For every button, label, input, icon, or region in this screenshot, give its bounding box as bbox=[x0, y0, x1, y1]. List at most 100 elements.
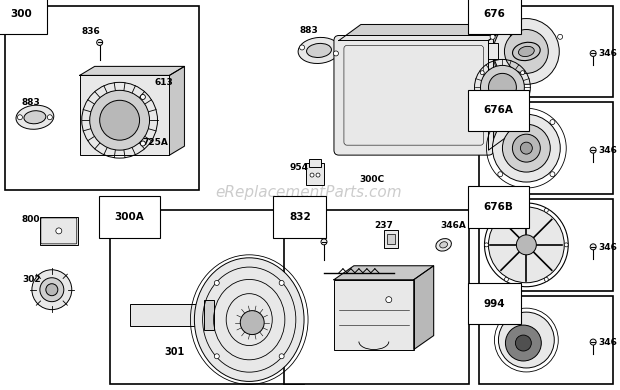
Circle shape bbox=[100, 100, 140, 140]
Bar bbox=[479, 5, 613, 97]
Circle shape bbox=[494, 19, 559, 84]
Circle shape bbox=[590, 50, 596, 57]
Text: 883: 883 bbox=[299, 25, 318, 34]
Circle shape bbox=[557, 34, 562, 39]
Circle shape bbox=[512, 134, 540, 162]
Circle shape bbox=[310, 173, 314, 177]
Bar bbox=[387, 234, 395, 244]
Text: 302: 302 bbox=[22, 275, 40, 284]
Text: 300A: 300A bbox=[115, 212, 144, 222]
Ellipse shape bbox=[298, 37, 340, 64]
Polygon shape bbox=[339, 25, 510, 41]
Bar bbox=[479, 296, 613, 385]
Bar bbox=[334, 280, 414, 349]
Polygon shape bbox=[80, 66, 184, 75]
Circle shape bbox=[97, 39, 103, 46]
Text: 346: 346 bbox=[598, 338, 617, 347]
Ellipse shape bbox=[306, 43, 332, 57]
Text: 954: 954 bbox=[289, 163, 308, 172]
Text: 301: 301 bbox=[164, 346, 185, 356]
Circle shape bbox=[140, 94, 145, 99]
Ellipse shape bbox=[440, 242, 448, 248]
Bar bbox=[384, 230, 398, 248]
Polygon shape bbox=[414, 266, 433, 349]
Text: 300: 300 bbox=[10, 9, 32, 19]
Circle shape bbox=[484, 243, 489, 247]
Circle shape bbox=[564, 243, 569, 247]
Circle shape bbox=[544, 208, 548, 212]
Circle shape bbox=[140, 141, 145, 146]
Circle shape bbox=[480, 100, 484, 104]
Bar bbox=[309, 159, 321, 167]
Text: 346A: 346A bbox=[441, 221, 466, 230]
Text: 300C: 300C bbox=[359, 175, 384, 184]
Circle shape bbox=[505, 325, 541, 361]
Bar bbox=[479, 102, 613, 194]
Circle shape bbox=[590, 339, 596, 345]
Circle shape bbox=[489, 207, 564, 283]
Text: 237: 237 bbox=[374, 221, 392, 230]
Text: 346: 346 bbox=[598, 243, 617, 252]
Circle shape bbox=[46, 284, 58, 296]
Text: 883: 883 bbox=[22, 98, 41, 107]
Text: 836A: 836A bbox=[297, 225, 323, 234]
Circle shape bbox=[90, 90, 149, 150]
Circle shape bbox=[550, 120, 555, 124]
Circle shape bbox=[386, 297, 392, 303]
Circle shape bbox=[480, 66, 525, 109]
Text: 676A: 676A bbox=[484, 105, 513, 115]
Circle shape bbox=[490, 34, 495, 39]
Bar bbox=[489, 43, 498, 59]
Circle shape bbox=[17, 115, 22, 120]
Circle shape bbox=[505, 30, 548, 73]
Circle shape bbox=[498, 120, 503, 124]
Circle shape bbox=[279, 280, 284, 285]
Text: eReplacementParts.com: eReplacementParts.com bbox=[216, 184, 402, 200]
Circle shape bbox=[515, 335, 531, 351]
Circle shape bbox=[521, 100, 525, 104]
Circle shape bbox=[316, 173, 320, 177]
Ellipse shape bbox=[16, 105, 54, 129]
Circle shape bbox=[498, 312, 554, 368]
Text: 613: 613 bbox=[154, 78, 173, 87]
FancyArrow shape bbox=[140, 88, 153, 105]
Text: 346: 346 bbox=[598, 146, 617, 155]
Text: 832: 832 bbox=[289, 212, 311, 222]
Circle shape bbox=[498, 172, 503, 177]
Bar bbox=[80, 75, 169, 155]
Circle shape bbox=[299, 45, 304, 50]
Text: 676B: 676B bbox=[484, 202, 513, 212]
Circle shape bbox=[334, 51, 339, 56]
Text: 836: 836 bbox=[82, 27, 100, 35]
Bar bbox=[110, 210, 304, 385]
Circle shape bbox=[505, 208, 508, 212]
Circle shape bbox=[480, 71, 484, 74]
Polygon shape bbox=[169, 66, 184, 155]
Circle shape bbox=[279, 354, 284, 359]
Circle shape bbox=[492, 114, 560, 182]
Circle shape bbox=[40, 278, 64, 302]
Circle shape bbox=[550, 172, 555, 177]
Ellipse shape bbox=[195, 258, 304, 381]
Circle shape bbox=[520, 142, 533, 154]
Circle shape bbox=[590, 244, 596, 250]
Ellipse shape bbox=[24, 111, 46, 124]
Circle shape bbox=[521, 71, 525, 74]
FancyArrow shape bbox=[133, 131, 143, 142]
Text: 725A: 725A bbox=[143, 138, 169, 147]
Ellipse shape bbox=[513, 42, 540, 60]
Circle shape bbox=[321, 239, 327, 245]
Circle shape bbox=[215, 280, 219, 285]
Bar bbox=[479, 199, 613, 291]
Polygon shape bbox=[334, 266, 433, 280]
Ellipse shape bbox=[518, 46, 534, 57]
Bar bbox=[130, 304, 210, 326]
Text: 676: 676 bbox=[484, 9, 505, 19]
Circle shape bbox=[502, 124, 551, 172]
Circle shape bbox=[241, 311, 264, 335]
Circle shape bbox=[516, 235, 536, 255]
Circle shape bbox=[590, 147, 596, 153]
Text: 800: 800 bbox=[22, 215, 40, 224]
Circle shape bbox=[544, 277, 548, 281]
Circle shape bbox=[489, 73, 516, 101]
